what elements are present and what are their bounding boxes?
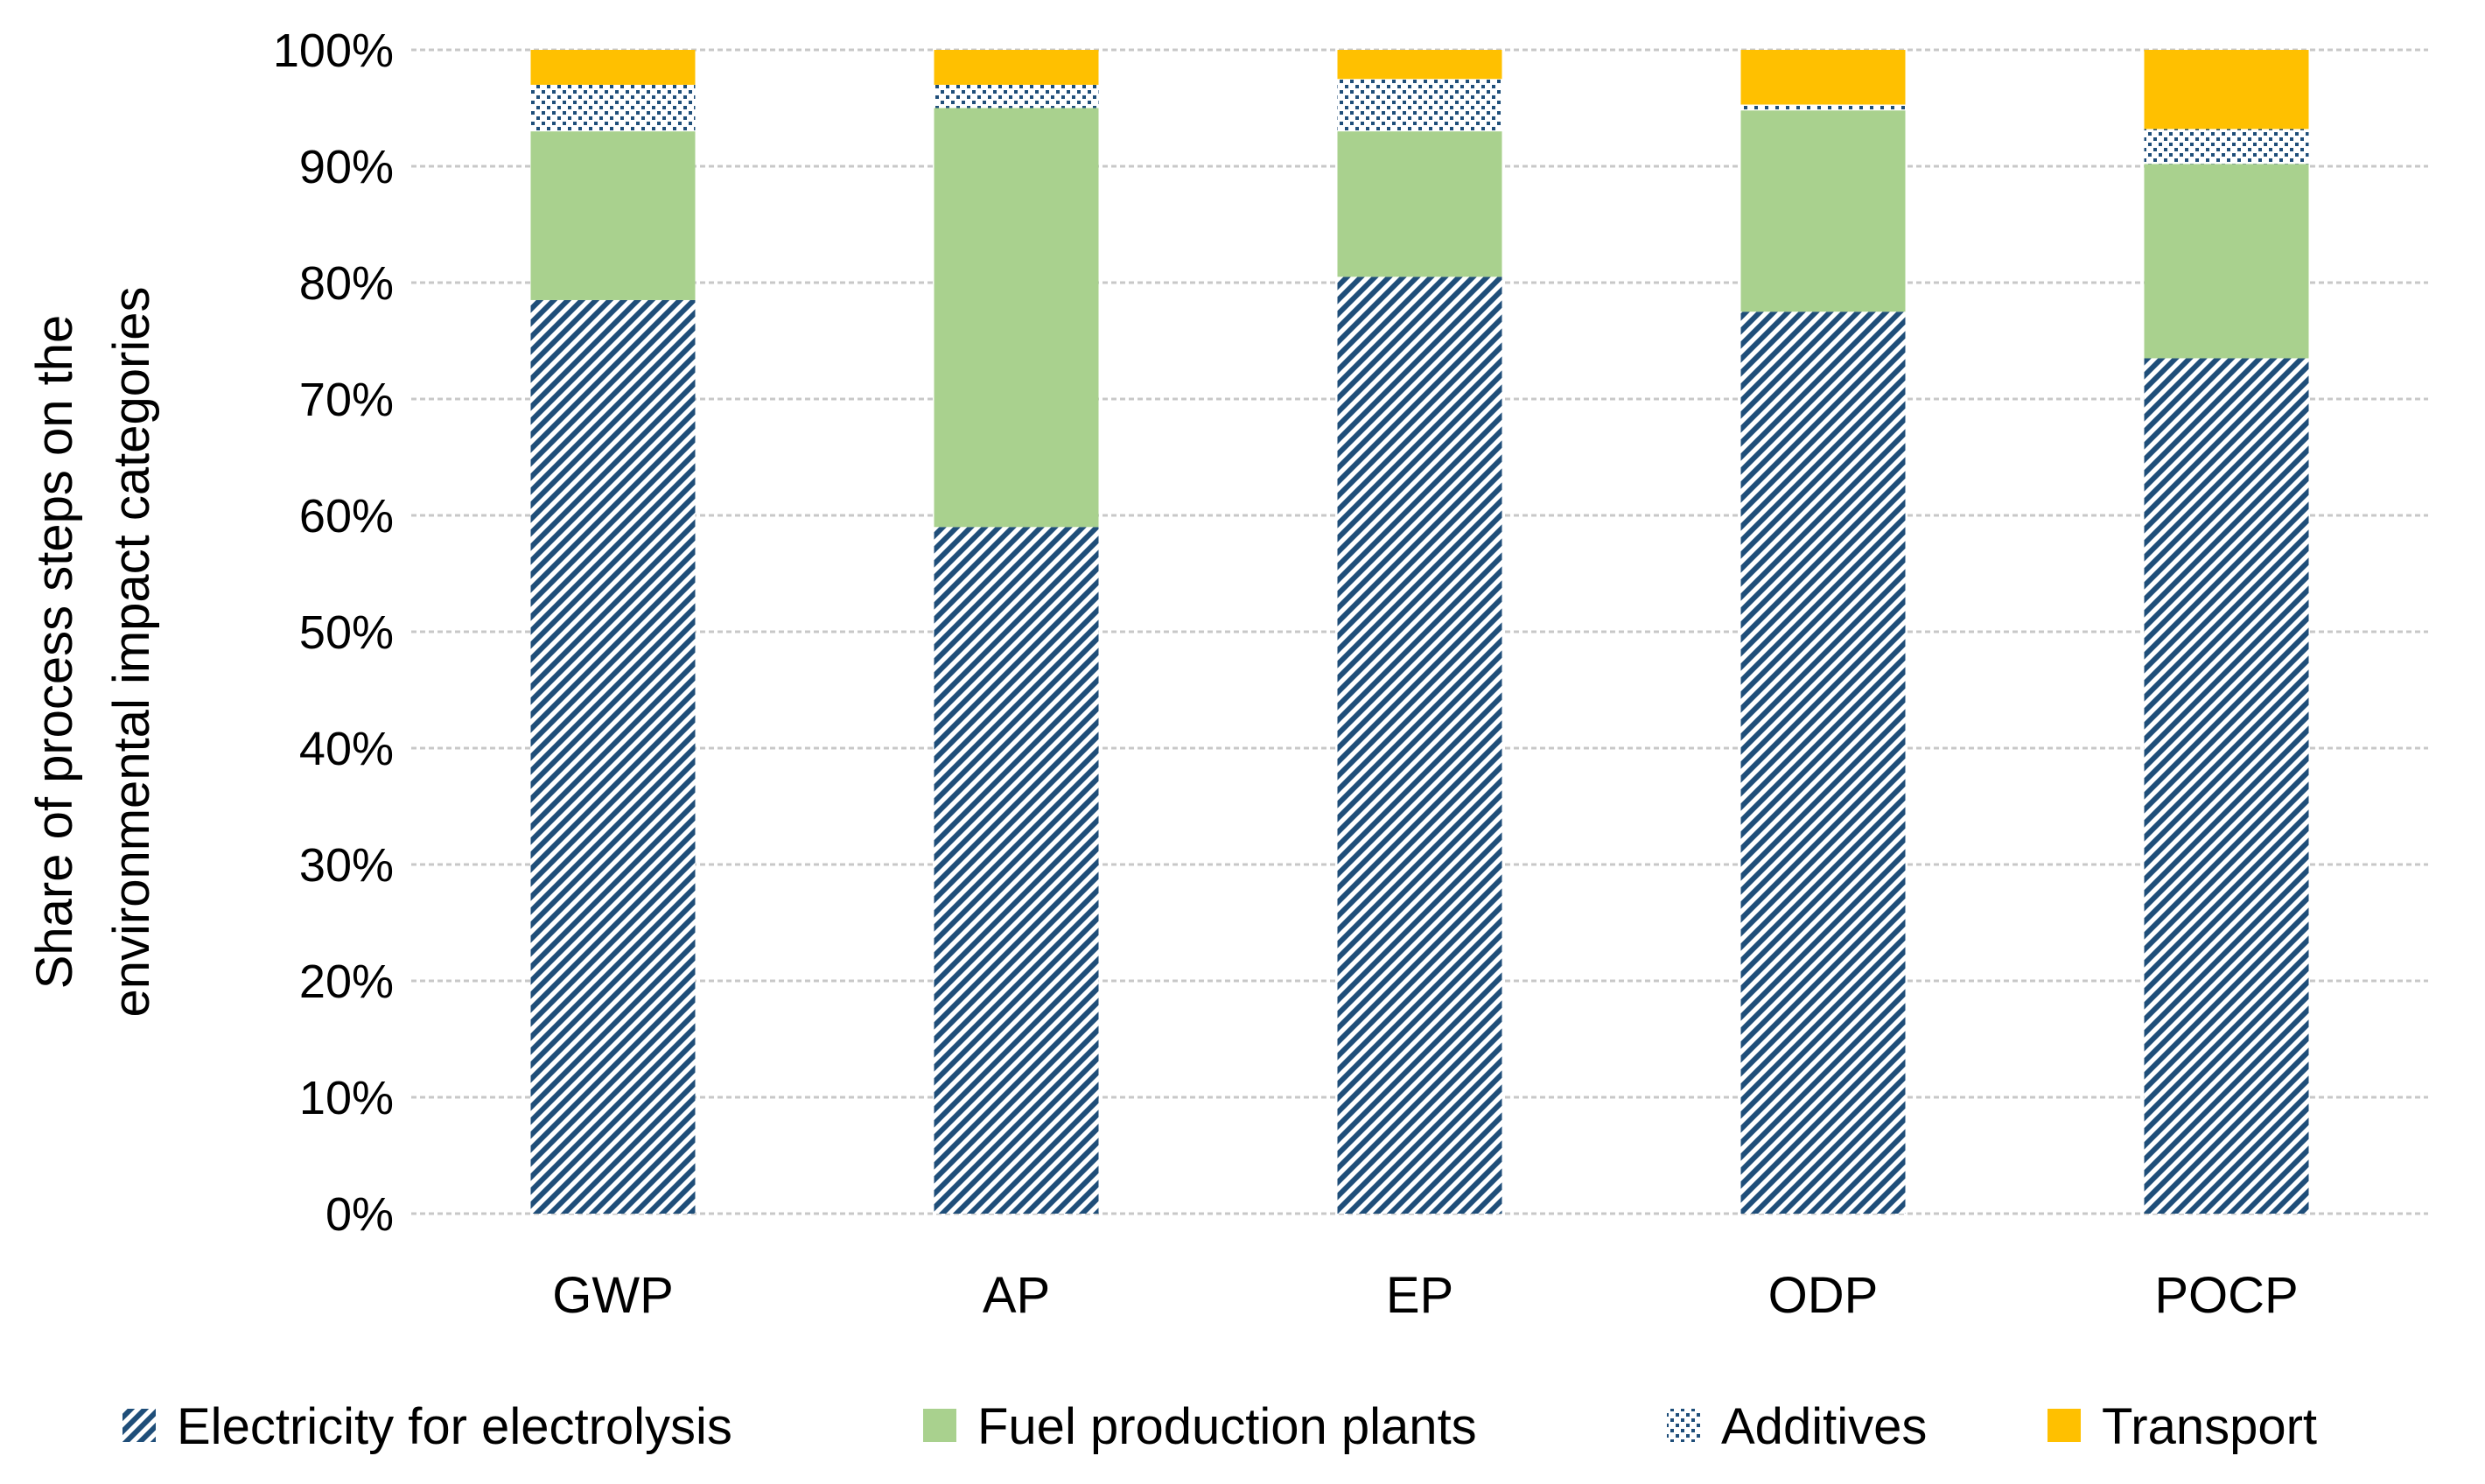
y-tick-label: 40% <box>299 723 394 775</box>
bar-ap-series-3 <box>934 50 1099 85</box>
bar-odp-series-1 <box>1740 110 1906 312</box>
bar-odp-series-2 <box>1740 104 1906 111</box>
y-tick-label: 30% <box>299 839 394 892</box>
legend-label-0: Electricity for electrolysis <box>177 1398 732 1455</box>
bar-pocp-series-2 <box>2144 129 2309 164</box>
y-axis-label-line-2: environmental impact categories <box>103 287 160 1018</box>
y-tick-label: 50% <box>299 606 394 659</box>
bars <box>530 50 2309 1214</box>
bar-gwp-series-1 <box>530 131 696 300</box>
y-tick-label: 0% <box>326 1188 394 1241</box>
bar-pocp-series-0 <box>2144 358 2309 1214</box>
y-axis-tick-labels: 0% 10% 20% 30% 40% 50% 60% 70% 80% 90% 100% <box>273 24 394 1241</box>
y-tick-label: 80% <box>299 257 394 310</box>
x-tick-label-ap: AP <box>983 1267 1050 1324</box>
legend: Electricity for electrolysis Fuel product… <box>122 1398 2317 1455</box>
bar-ap-series-2 <box>934 84 1099 108</box>
legend-label-2: Additives <box>1721 1398 1927 1455</box>
legend-swatch-0 <box>122 1409 156 1442</box>
x-tick-label-pocp: POCP <box>2154 1267 2298 1324</box>
bar-ep-series-3 <box>1337 50 1502 80</box>
y-tick-label: 60% <box>299 490 394 542</box>
y-tick-label: 100% <box>273 24 394 77</box>
bar-gwp-series-0 <box>530 299 696 1214</box>
y-tick-label: 90% <box>299 141 394 193</box>
bar-pocp-series-1 <box>2144 164 2309 359</box>
bar-ap-series-1 <box>934 108 1099 528</box>
x-tick-label-odp: ODP <box>1768 1267 1879 1324</box>
bar-ep-series-1 <box>1337 131 1502 277</box>
bar-pocp-series-3 <box>2144 50 2309 130</box>
legend-label-1: Fuel production plants <box>977 1398 1477 1455</box>
legend-label-3: Transport <box>2102 1398 2317 1455</box>
legend-swatch-2 <box>1667 1409 1700 1442</box>
y-tick-label: 10% <box>299 1072 394 1124</box>
bar-gwp-series-2 <box>530 84 696 132</box>
bar-odp-series-0 <box>1740 312 1906 1214</box>
x-tick-label-gwp: GWP <box>552 1267 674 1324</box>
y-tick-label: 70% <box>299 374 394 426</box>
bar-odp-series-3 <box>1740 50 1906 105</box>
legend-swatch-1 <box>923 1409 956 1442</box>
legend-swatch-3 <box>2048 1409 2081 1442</box>
bar-gwp-series-3 <box>530 50 696 85</box>
bar-ep-series-2 <box>1337 79 1502 132</box>
x-tick-label-ep: EP <box>1386 1267 1453 1324</box>
x-axis-category-labels: GWP AP EP ODP POCP <box>552 1267 2298 1324</box>
bar-ap-series-0 <box>934 527 1099 1214</box>
y-tick-label: 20% <box>299 956 394 1008</box>
bar-ep-series-0 <box>1337 276 1502 1214</box>
y-axis-label-line-1: Share of process steps on the <box>26 315 83 990</box>
